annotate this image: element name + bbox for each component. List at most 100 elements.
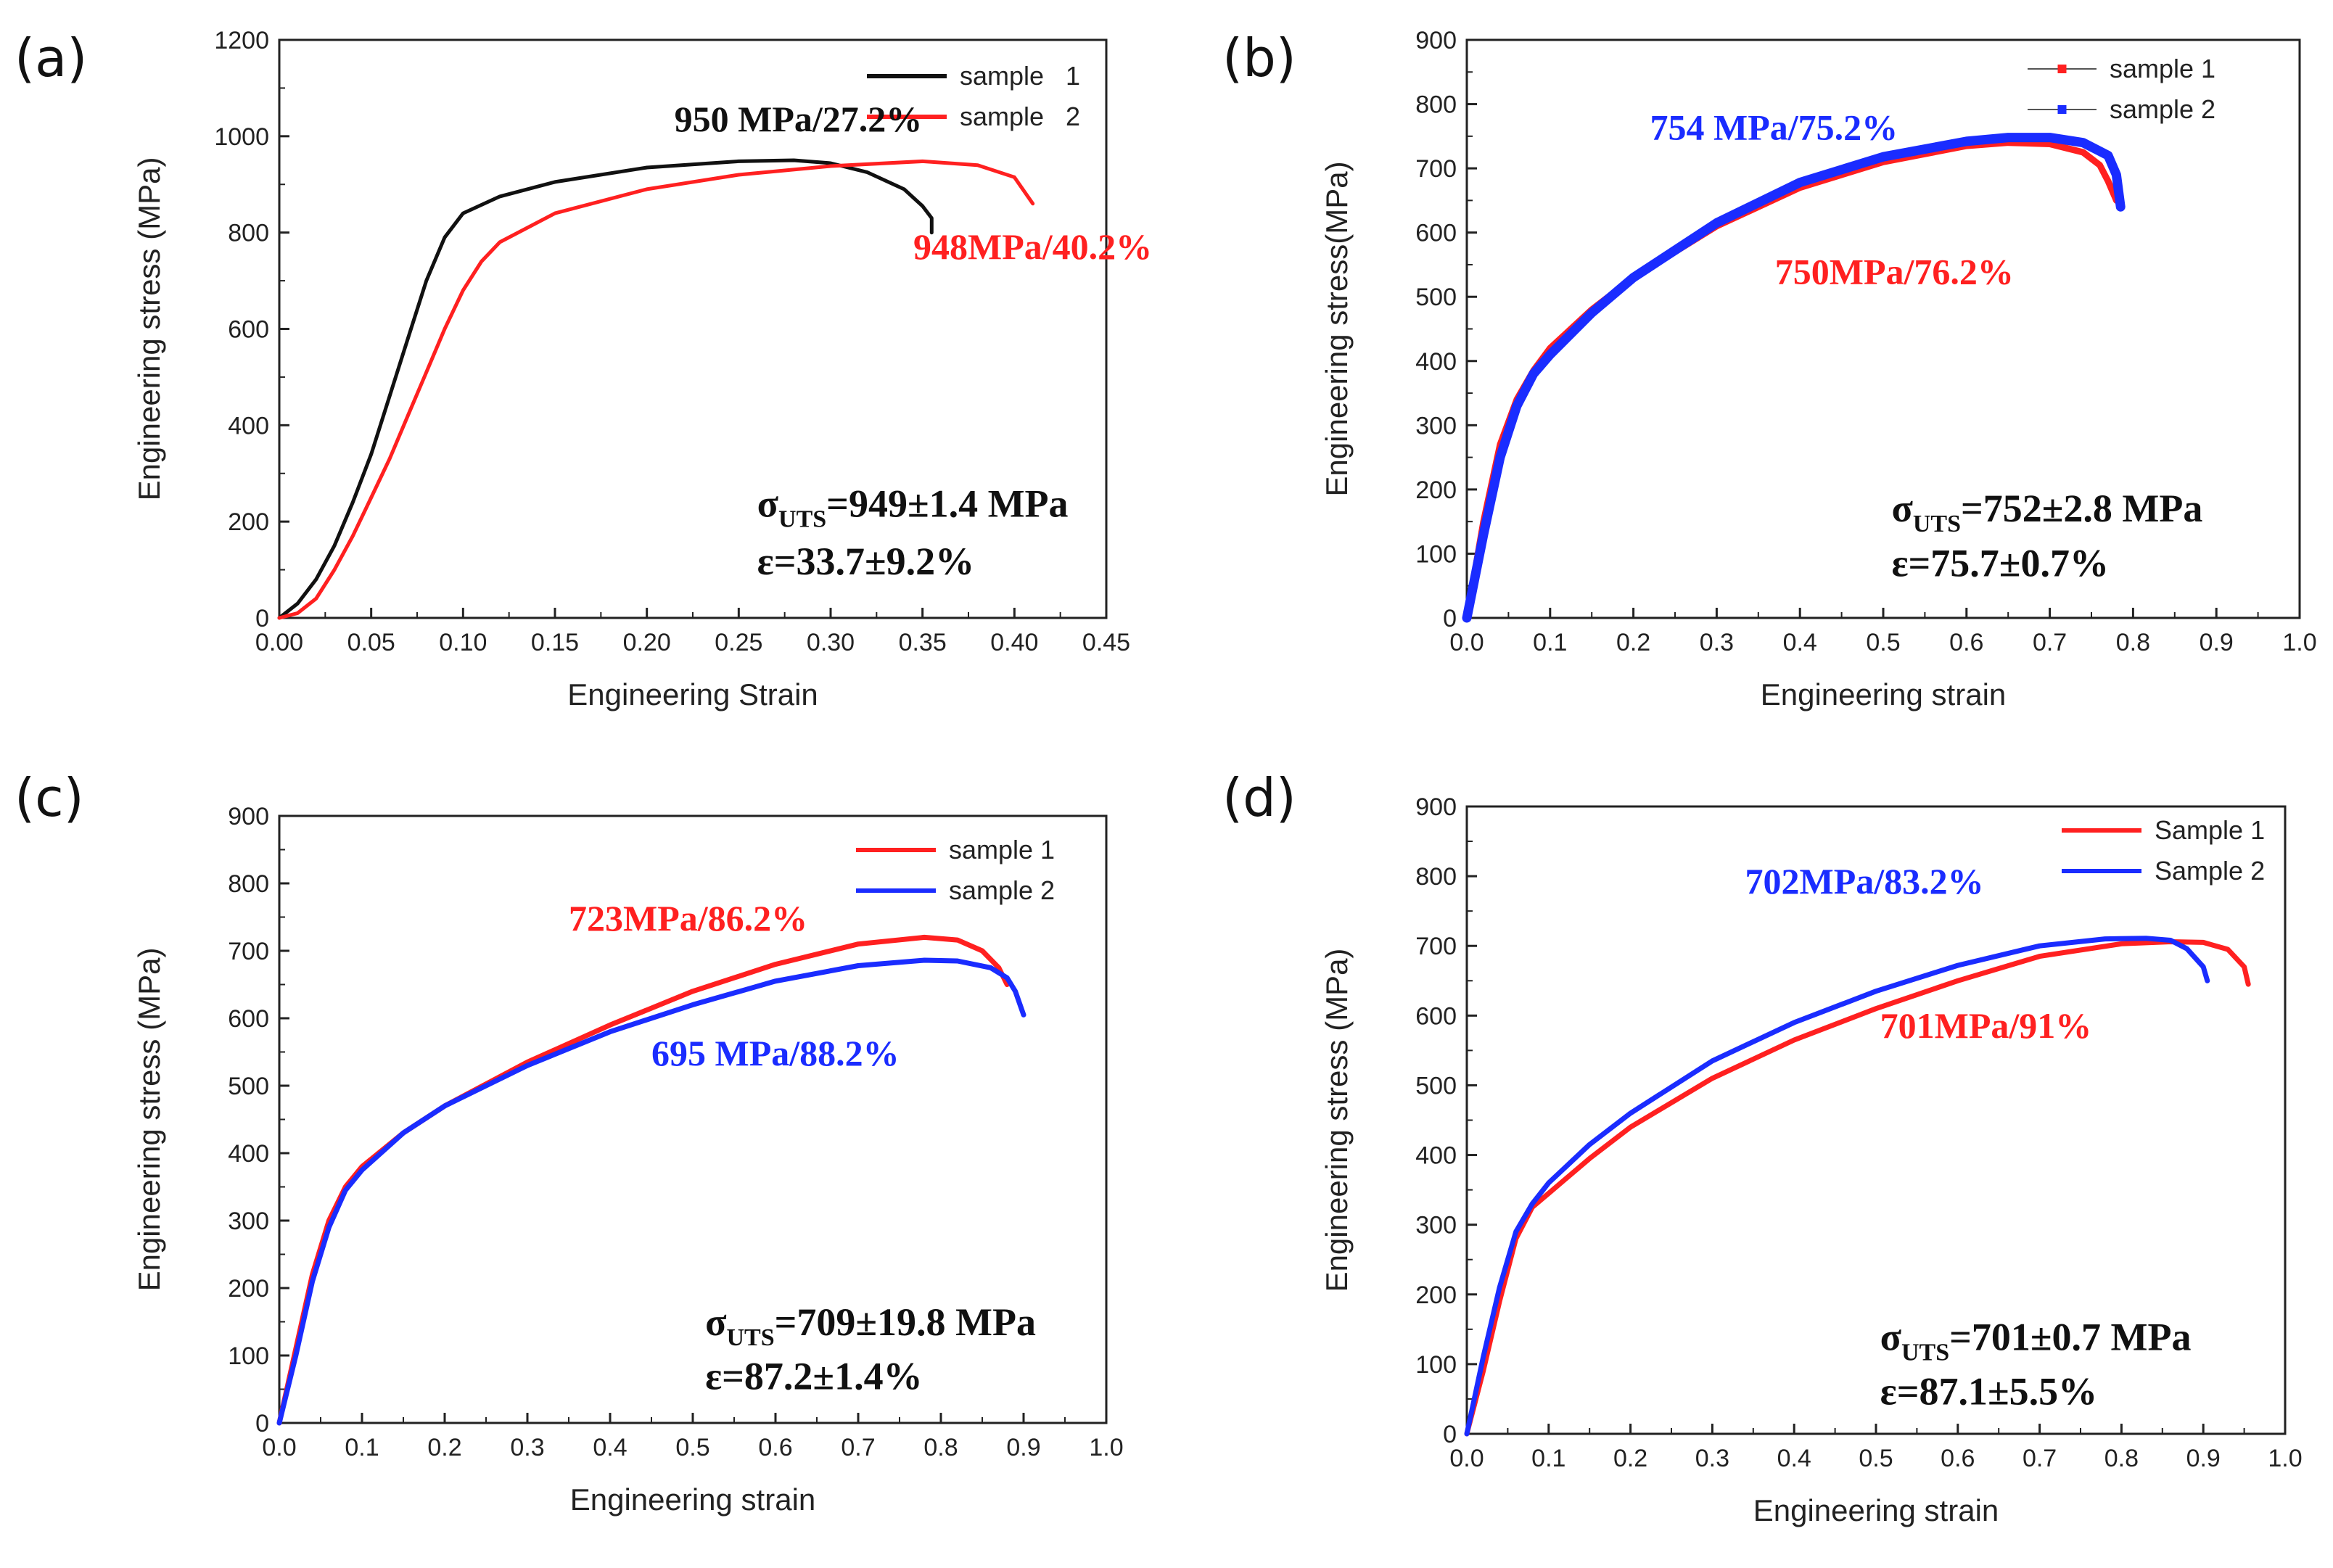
x-tick-label: 0.8 <box>2104 1445 2139 1472</box>
legend-label: sample 2 <box>2110 94 2215 124</box>
x-tick-label: 0.45 <box>1082 629 1130 656</box>
x-tick-label: 0.0 <box>262 1434 296 1461</box>
y-tick-label: 600 <box>228 1005 269 1033</box>
y-tick-label: 200 <box>228 508 269 536</box>
y-tick-label: 400 <box>1415 348 1457 376</box>
x-axis-title: Engineering strain <box>570 1482 816 1517</box>
sigma-symbol: σ <box>705 1300 727 1344</box>
peak-annotation: 750MPa/76.2% <box>1775 252 2014 292</box>
y-tick-label: 700 <box>1415 933 1457 960</box>
uts-subscript: UTS <box>1913 511 1961 537</box>
y-tick-label: 0 <box>255 1410 269 1437</box>
strain-statistic: ε=75.7±0.7% <box>1891 541 2108 585</box>
x-tick-label: 1.0 <box>2282 629 2316 656</box>
uts-value: =949±1.4 MPa <box>826 482 1068 526</box>
legend-label: sample 1 <box>949 835 1055 865</box>
y-tick-label: 700 <box>1415 155 1457 183</box>
series-line-1 <box>1464 939 2251 1437</box>
y-axis-title: Engineering stress(MPa) <box>1320 161 1354 496</box>
x-axis-title: Engineering strain <box>1761 677 2007 711</box>
legend-label: sample 2 <box>960 102 1080 131</box>
legend-label: sample 1 <box>2110 54 2215 83</box>
x-tick-label: 0.7 <box>2023 1445 2057 1472</box>
uts-statistic: σUTS=752±2.8 MPa <box>1891 487 2202 537</box>
legend-marker <box>2057 65 2067 73</box>
y-tick-label: 800 <box>1415 863 1457 891</box>
y-tick-label: 800 <box>228 220 269 247</box>
x-tick-label: 0.8 <box>2116 629 2150 656</box>
series-line-2 <box>1462 133 2126 623</box>
x-tick-label: 0.7 <box>2033 629 2067 656</box>
legend-label: sample 1 <box>960 61 1080 91</box>
y-tick-label: 400 <box>228 412 269 440</box>
legend: Sample 1 Sample 2 <box>2062 815 2265 886</box>
peak-annotation: 695 MPa/88.2% <box>651 1033 900 1073</box>
y-tick-label: 900 <box>1415 27 1457 54</box>
x-tick-label: 0.2 <box>1616 629 1650 656</box>
x-tick-label: 0.10 <box>439 629 487 656</box>
x-tick-label: 0.9 <box>2200 629 2234 656</box>
x-tick-label: 0.5 <box>1866 629 1900 656</box>
y-tick-label: 100 <box>1415 540 1457 568</box>
strain-statistic: ε=87.2±1.4% <box>705 1355 922 1398</box>
y-tick-label: 600 <box>1415 1002 1457 1030</box>
uts-subscript: UTS <box>778 506 826 533</box>
y-tick-label: 200 <box>228 1275 269 1303</box>
uts-subscript: UTS <box>726 1324 774 1351</box>
y-tick-label: 900 <box>1415 793 1457 821</box>
y-tick-label: 0 <box>255 605 269 632</box>
x-axis-title: Engineering Strain <box>567 677 818 711</box>
x-tick-label: 0.6 <box>1949 629 1983 656</box>
y-tick-label: 200 <box>1415 476 1457 504</box>
x-tick-label: 1.0 <box>2268 1445 2302 1472</box>
series-line-2 <box>1464 936 2210 1437</box>
panel-label: (d) <box>1222 767 1296 828</box>
y-tick-label: 0 <box>1443 1421 1457 1448</box>
legend: sample 1 sample 2 <box>856 835 1055 905</box>
x-tick-label: 0.9 <box>1006 1434 1040 1461</box>
x-tick-label: 0.1 <box>1533 629 1567 656</box>
x-tick-label: 0.4 <box>1783 629 1817 656</box>
y-tick-label: 600 <box>1415 220 1457 247</box>
uts-value: =709±19.8 MPa <box>775 1300 1036 1344</box>
legend: sample 1 sample 2 <box>2028 54 2215 124</box>
legend-label: sample 2 <box>949 875 1055 905</box>
y-tick-label: 100 <box>228 1342 269 1370</box>
y-tick-label: 800 <box>228 870 269 898</box>
peak-annotation: 702MPa/83.2% <box>1745 861 1984 901</box>
series-line-2 <box>277 159 1035 620</box>
x-tick-label: 0.4 <box>593 1434 627 1461</box>
y-tick-label: 500 <box>228 1073 269 1100</box>
x-tick-label: 0.8 <box>923 1434 958 1461</box>
x-tick-label: 0.25 <box>715 629 762 656</box>
y-tick-label: 300 <box>1415 1212 1457 1239</box>
y-tick-label: 700 <box>228 938 269 965</box>
peak-annotation: 754 MPa/75.2% <box>1650 107 1898 147</box>
strain-statistic: ε=33.7±9.2% <box>757 540 974 583</box>
legend: sample 1 sample 2 <box>867 61 1080 131</box>
sigma-symbol: σ <box>1891 487 1913 530</box>
y-tick-label: 1200 <box>214 27 269 54</box>
uts-statistic: σUTS=701±0.7 MPa <box>1880 1316 2192 1366</box>
y-axis-title: Engineering stress (MPa) <box>1320 949 1354 1292</box>
x-tick-label: 0.30 <box>807 629 855 656</box>
x-tick-label: 0.6 <box>1941 1445 1975 1472</box>
panel-d: (d) 0.0 0.1 0.2 0.3 0.4 0.5 0.6 0.7 0.8 0.9 1.0 0 100… <box>1222 767 2303 1527</box>
x-tick-label: 0.1 <box>1531 1445 1565 1472</box>
panel-b: (b) 0.0 0.1 0.2 0.3 0.4 0.5 0.6 0.7 0.8 0.9 1.0 0 100… <box>1222 27 2317 711</box>
x-tick-label: 0.2 <box>1613 1445 1647 1472</box>
x-tick-label: 0.3 <box>1695 1445 1729 1472</box>
x-tick-label: 0.3 <box>510 1434 544 1461</box>
x-tick-label: 0.0 <box>1449 1445 1484 1472</box>
x-tick-label: 0.6 <box>758 1434 792 1461</box>
sigma-symbol: σ <box>757 482 779 526</box>
x-tick-label: 0.4 <box>1777 1445 1811 1472</box>
panel-c: (c) 0.0 0.1 0.2 0.3 0.4 0.5 0.6 0.7 0.8 0.9 1.0 0 100… <box>15 767 1124 1517</box>
peak-annotation: 948MPa/40.2% <box>913 226 1152 267</box>
x-tick-label: 0.5 <box>675 1434 709 1461</box>
peak-annotation: 950 MPa/27.2% <box>675 99 923 139</box>
series-line-1 <box>277 158 934 620</box>
y-tick-label: 0 <box>1443 605 1457 632</box>
legend-label: Sample 2 <box>2155 856 2265 886</box>
peak-annotation: 701MPa/91% <box>1880 1005 2092 1046</box>
